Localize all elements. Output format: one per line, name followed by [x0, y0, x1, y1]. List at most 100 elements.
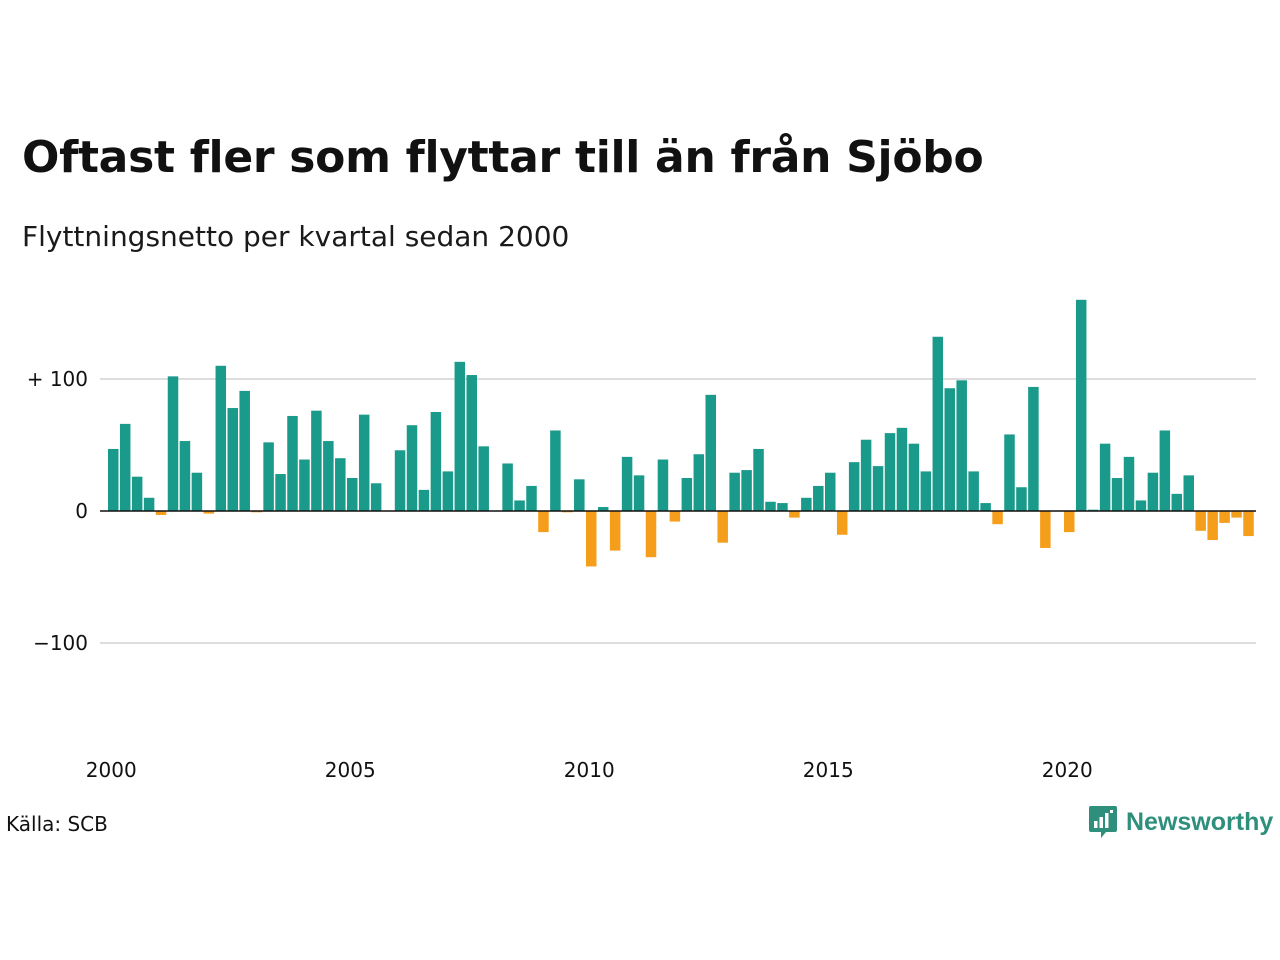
bar	[263, 442, 274, 511]
newsworthy-icon	[1089, 806, 1117, 838]
bar	[1064, 511, 1075, 533]
bar	[896, 427, 908, 511]
bar	[526, 485, 537, 511]
brand-name: Newsworthy	[1126, 807, 1274, 836]
bar	[944, 388, 955, 511]
bar	[454, 361, 466, 511]
bar	[514, 500, 525, 511]
bar	[848, 462, 860, 511]
bar	[442, 471, 454, 511]
bar	[131, 476, 143, 511]
bar	[956, 380, 967, 511]
bar	[179, 441, 191, 511]
bar	[1135, 500, 1147, 511]
bar	[394, 450, 406, 511]
grid-lines	[100, 378, 1256, 644]
bar	[932, 336, 944, 511]
bar	[119, 423, 131, 511]
bar	[167, 376, 179, 511]
bar	[574, 479, 585, 511]
bar	[311, 410, 322, 511]
bar	[143, 497, 155, 511]
bar	[275, 474, 286, 511]
y-tick-label: + 100	[27, 367, 88, 391]
x-tick-label: 2010	[564, 758, 615, 782]
bar	[586, 511, 597, 567]
bar	[908, 443, 920, 511]
bar	[406, 425, 418, 511]
bar	[717, 511, 728, 543]
bar	[1111, 478, 1123, 511]
bar	[729, 472, 740, 511]
bar	[705, 394, 716, 511]
bar	[215, 365, 227, 511]
bar	[884, 433, 896, 511]
bar	[777, 503, 788, 511]
bar	[1123, 456, 1135, 511]
bar	[597, 507, 609, 511]
y-tick-label: −100	[33, 631, 88, 655]
bar	[1075, 299, 1087, 511]
bar	[1004, 434, 1015, 511]
bar	[1171, 493, 1183, 511]
source-label: Källa: SCB	[6, 812, 108, 836]
bar	[203, 511, 215, 514]
bar	[657, 459, 669, 511]
bar	[693, 454, 705, 511]
bar	[920, 471, 932, 511]
bar	[621, 456, 633, 511]
bar	[872, 466, 884, 511]
bar	[980, 503, 991, 511]
bar	[191, 472, 203, 511]
bar	[1183, 475, 1194, 511]
y-tick-label: 0	[75, 499, 88, 523]
bar	[836, 511, 848, 535]
bar	[418, 489, 430, 511]
bar	[633, 475, 645, 511]
bar	[825, 472, 836, 511]
bar	[538, 511, 549, 533]
bar	[645, 511, 657, 558]
bar	[1219, 511, 1230, 523]
bar	[1040, 511, 1051, 548]
bar	[801, 497, 812, 511]
bar	[860, 439, 872, 511]
bar	[1016, 487, 1027, 511]
bar	[227, 408, 238, 511]
x-tick-label: 2015	[803, 758, 854, 782]
bar	[609, 511, 621, 551]
bar	[753, 448, 764, 511]
bar	[765, 501, 776, 511]
bar	[992, 511, 1003, 525]
bar	[1099, 443, 1111, 511]
bar	[1147, 472, 1159, 511]
bar	[741, 470, 752, 511]
bars	[100, 299, 1256, 567]
bar	[789, 511, 800, 518]
bar	[1028, 386, 1039, 511]
axis-labels: + 100 0 −100 2000 2005 2010 2015 2020	[27, 367, 1093, 782]
bar	[502, 463, 513, 511]
bar	[813, 485, 824, 511]
bar	[669, 511, 681, 522]
chart-title: Oftast fler som flyttar till än från Sjö…	[22, 132, 984, 183]
brand-logo: Newsworthy	[1088, 804, 1273, 840]
bar	[1243, 511, 1254, 537]
bar	[370, 483, 382, 511]
bar	[430, 412, 442, 511]
bar	[550, 430, 561, 511]
chart-subtitle: Flyttningsnetto per kvartal sedan 2000	[22, 220, 570, 253]
bar	[239, 390, 250, 511]
bar	[681, 478, 693, 511]
bar	[1231, 511, 1242, 518]
bar	[155, 511, 167, 515]
x-tick-label: 2005	[325, 758, 376, 782]
bar	[1159, 430, 1171, 511]
bar	[968, 471, 979, 511]
bar	[335, 458, 346, 511]
bar	[347, 478, 358, 511]
bar	[299, 459, 310, 511]
bar	[358, 414, 370, 511]
bar	[1195, 511, 1206, 531]
x-tick-label: 2020	[1042, 758, 1093, 782]
